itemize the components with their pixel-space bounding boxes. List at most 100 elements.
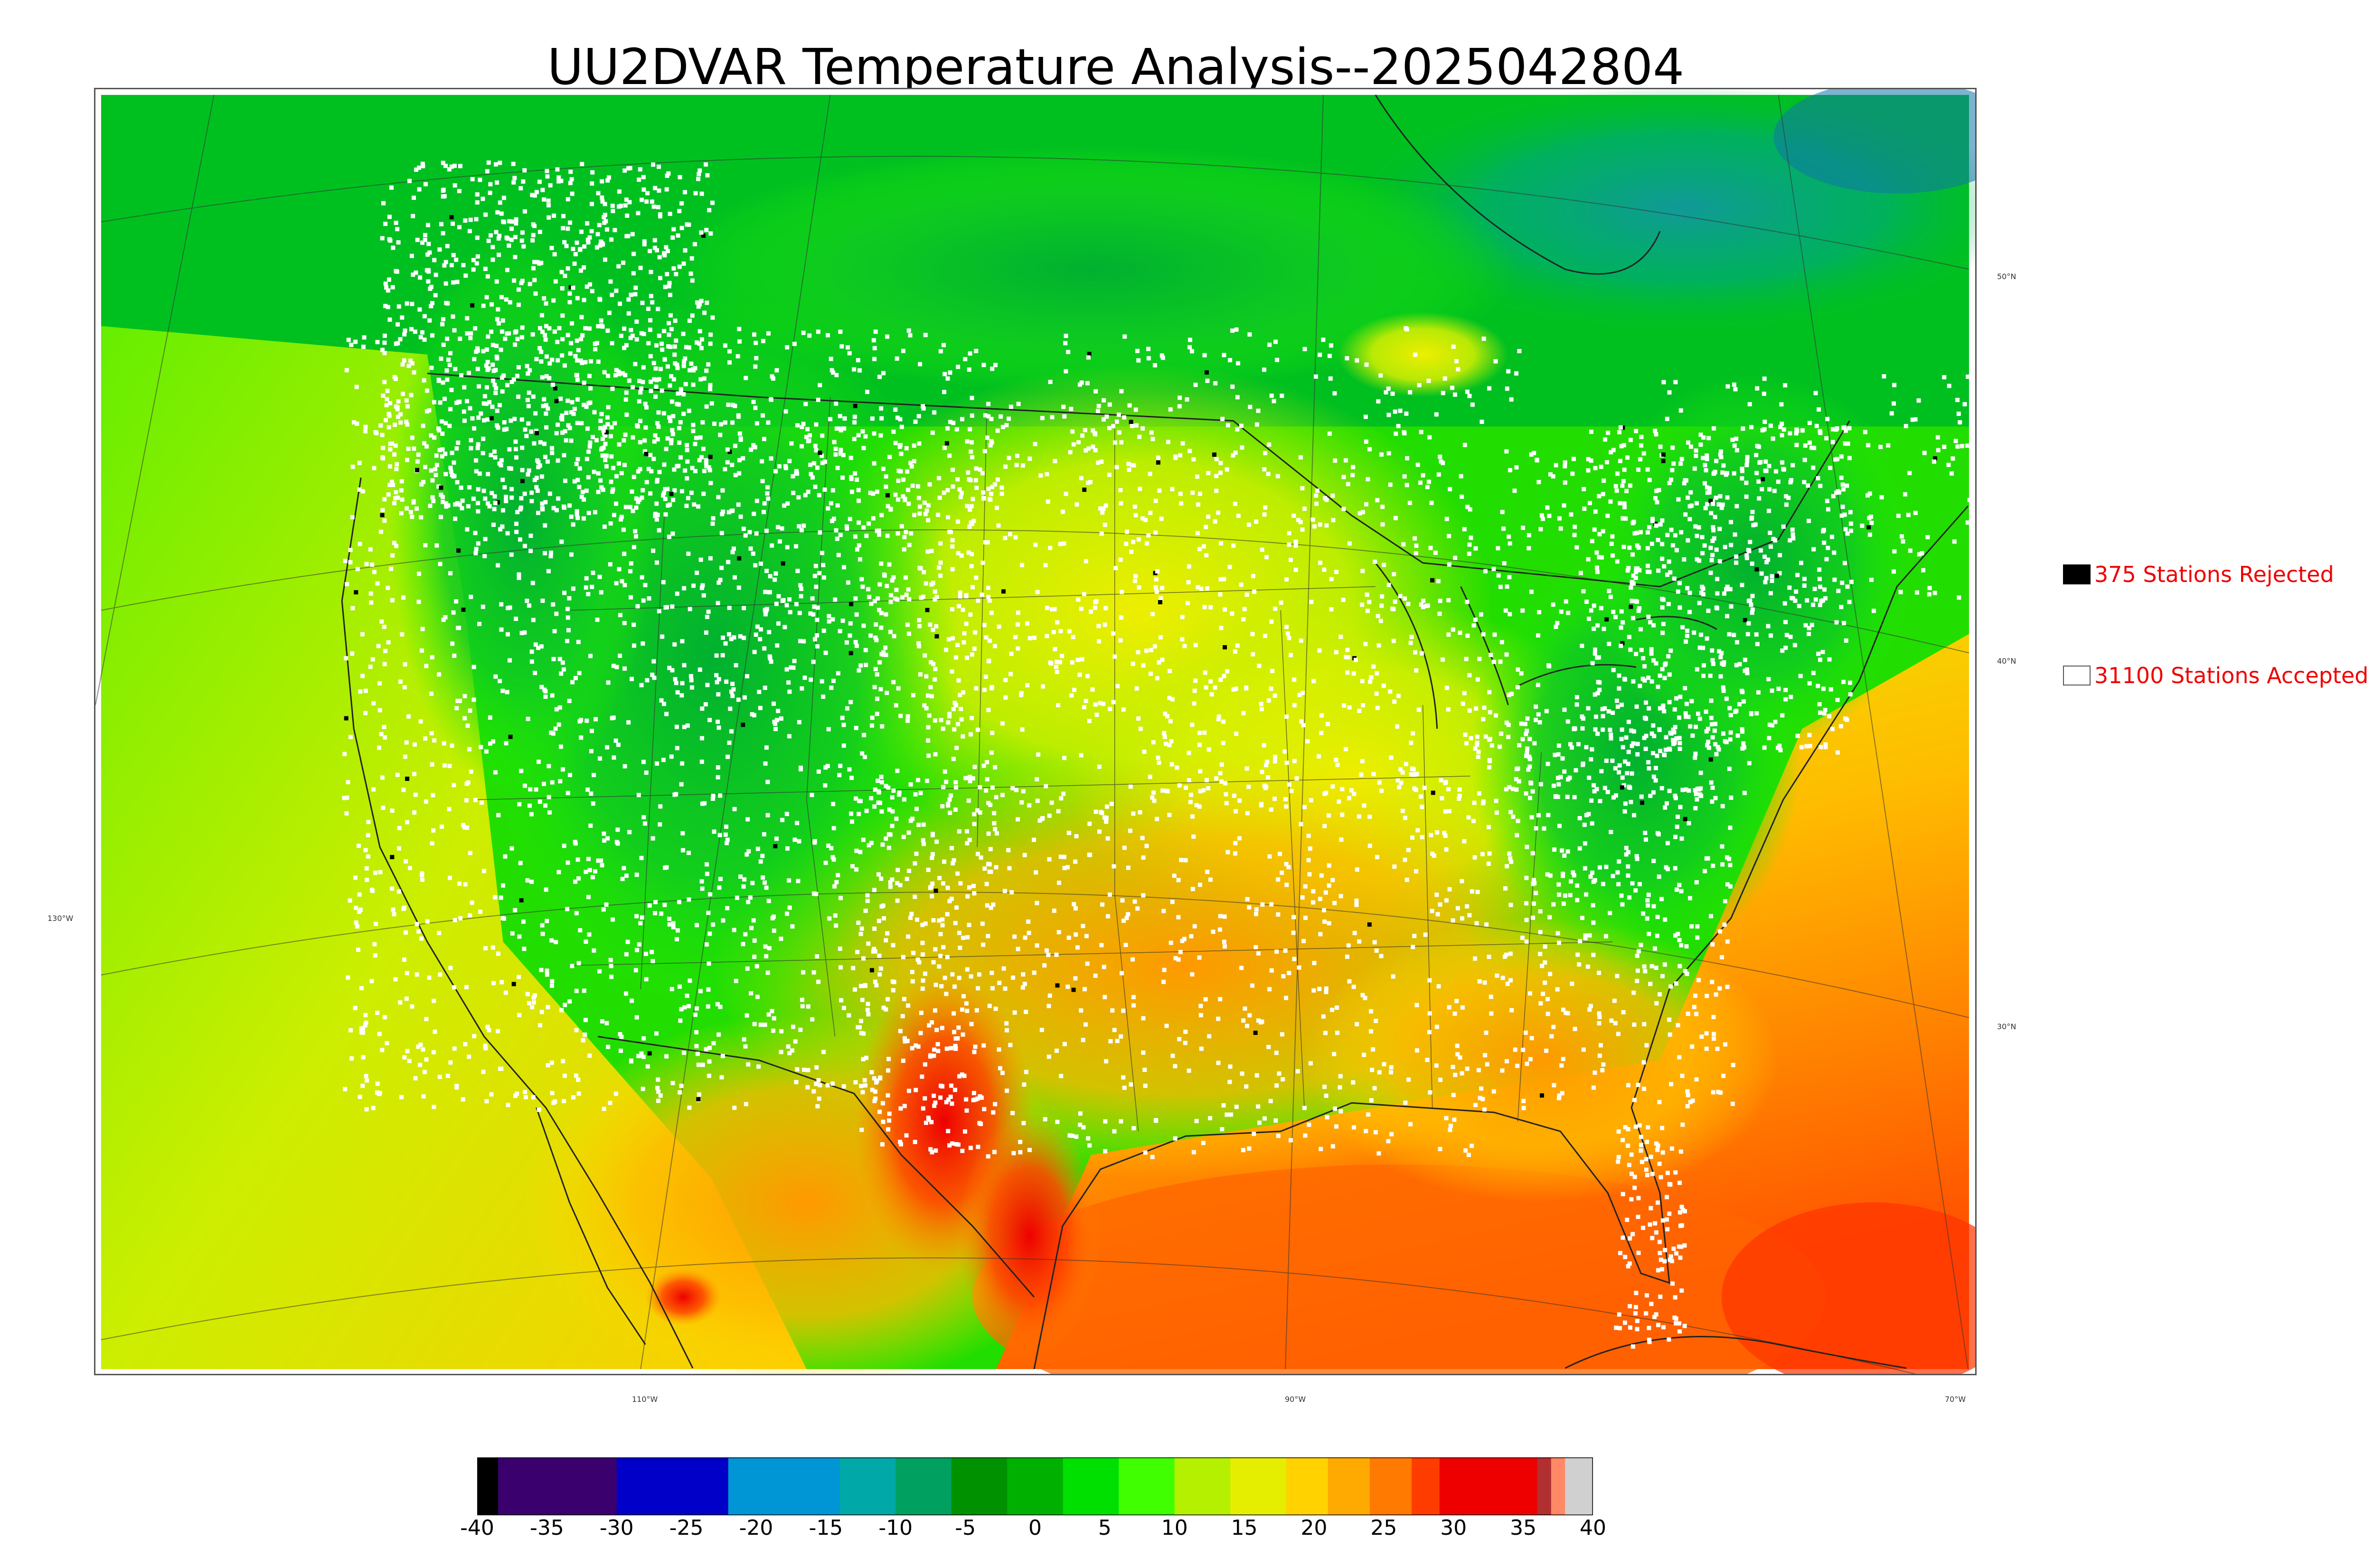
station-marker <box>576 348 581 353</box>
station-marker <box>946 515 951 520</box>
station-marker <box>1597 555 1602 560</box>
station-marker <box>1170 697 1175 702</box>
station-marker <box>1463 1148 1468 1153</box>
station-marker <box>452 653 457 658</box>
station-marker <box>1131 811 1136 816</box>
station-marker <box>540 375 545 380</box>
station-marker <box>1362 803 1366 808</box>
station-marker <box>1138 726 1143 731</box>
station-marker <box>857 668 861 673</box>
station-marker <box>946 803 951 808</box>
station-marker <box>667 922 672 927</box>
station-marker <box>1221 1103 1226 1108</box>
station-marker <box>1231 543 1236 548</box>
station-marker <box>622 168 627 173</box>
station-marker <box>921 978 925 983</box>
station-marker <box>725 841 729 845</box>
station-marker <box>372 466 377 470</box>
station-marker <box>956 1142 961 1147</box>
station-marker <box>601 445 606 450</box>
station-marker <box>400 315 405 320</box>
station-marker <box>1144 648 1149 653</box>
station-marker <box>681 364 686 368</box>
station-marker <box>1379 954 1384 958</box>
station-marker <box>1581 762 1585 767</box>
station-marker <box>744 852 749 857</box>
station-marker <box>964 1097 969 1102</box>
station-marker <box>689 490 694 495</box>
station-marker <box>439 222 443 226</box>
station-marker <box>1083 559 1088 563</box>
station-marker <box>662 902 667 907</box>
station-marker <box>711 794 716 798</box>
station-marker <box>433 293 438 298</box>
station-marker <box>1473 1103 1478 1108</box>
station-marker <box>1448 1127 1452 1132</box>
station-marker <box>559 1008 564 1013</box>
station-marker <box>571 412 576 416</box>
station-marker <box>799 765 803 770</box>
station-marker <box>1574 695 1579 700</box>
station-marker <box>1651 751 1656 755</box>
station-marker <box>930 894 934 899</box>
station-marker <box>970 552 974 556</box>
station-marker <box>633 534 638 539</box>
station-marker <box>1338 634 1343 639</box>
station-marker <box>381 806 386 810</box>
station-marker <box>816 1078 821 1083</box>
station-marker <box>1467 708 1472 713</box>
station-marker <box>1059 796 1064 801</box>
station-marker <box>758 561 763 566</box>
station-marker <box>491 522 496 527</box>
station-marker <box>1716 502 1721 507</box>
station-marker <box>941 343 946 347</box>
station-marker <box>1642 964 1647 969</box>
station-marker <box>1027 803 1032 808</box>
station-marker <box>1054 665 1058 669</box>
station-marker <box>1517 779 1521 784</box>
station-marker <box>814 1065 819 1070</box>
station-marker <box>482 418 487 423</box>
station-marker <box>1639 943 1643 947</box>
station-marker <box>1690 733 1695 738</box>
station-marker <box>1422 786 1427 790</box>
station-marker <box>1671 727 1676 732</box>
station-marker <box>397 826 402 830</box>
station-marker <box>894 817 899 821</box>
station-marker <box>923 333 928 338</box>
station-marker <box>1467 552 1471 556</box>
station-marker <box>1369 1098 1374 1103</box>
station-marker <box>872 685 877 689</box>
station-marker <box>452 783 456 788</box>
station-marker <box>345 582 349 586</box>
station-marker <box>794 1080 799 1084</box>
station-marker <box>601 242 605 247</box>
station-marker <box>468 913 472 918</box>
station-marker <box>1292 677 1297 682</box>
station-marker <box>877 972 882 977</box>
station-marker <box>540 501 545 506</box>
station-marker <box>958 594 962 599</box>
station-marker <box>1416 707 1421 712</box>
station-marker <box>360 1030 365 1035</box>
station-marker <box>470 303 475 308</box>
station-marker <box>1093 600 1098 604</box>
station-marker <box>357 487 362 492</box>
station-marker <box>1525 746 1530 751</box>
station-marker <box>1263 786 1268 790</box>
station-marker <box>1560 848 1564 853</box>
station-marker <box>1156 755 1160 760</box>
station-marker <box>1435 830 1440 835</box>
station-marker <box>540 329 545 334</box>
station-marker <box>1187 751 1191 755</box>
station-marker <box>834 401 838 406</box>
station-marker <box>567 596 572 601</box>
station-marker <box>1727 767 1732 771</box>
station-marker <box>1149 671 1153 676</box>
station-marker <box>402 958 407 962</box>
station-marker <box>1597 687 1602 692</box>
station-marker <box>936 513 941 517</box>
station-marker <box>1121 919 1126 923</box>
station-marker <box>1218 592 1223 597</box>
station-marker <box>565 638 569 643</box>
